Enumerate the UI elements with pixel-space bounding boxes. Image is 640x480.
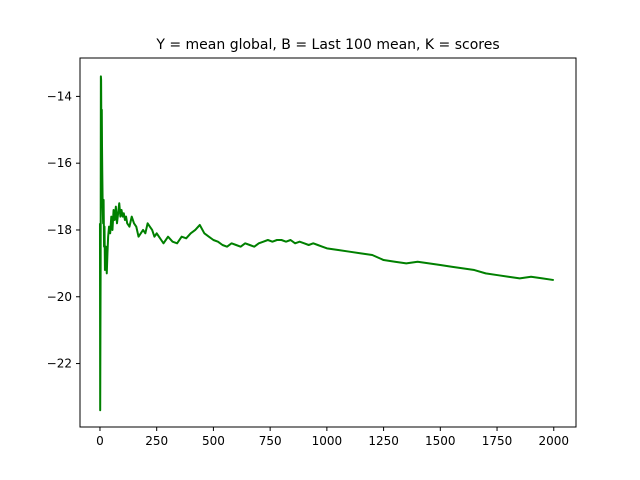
axes-frame (79, 57, 577, 428)
x-axis: 0 250 500 750 1000 1250 1500 1750 2000 (96, 427, 569, 448)
plot-area (98, 75, 554, 412)
x-tick-label: 1750 (482, 434, 513, 448)
x-tick-label: 250 (145, 434, 168, 448)
x-tick-label: 2000 (538, 434, 569, 448)
y-tick-label: −16 (47, 156, 72, 170)
x-tick-label: 1250 (368, 434, 399, 448)
y-tick-label: −22 (47, 357, 72, 371)
y-tick-label: −20 (47, 290, 72, 304)
x-tick-label: 750 (259, 434, 282, 448)
y-axis: −22 −20 −18 −16 −14 (47, 89, 80, 371)
x-tick-label: 1500 (425, 434, 456, 448)
x-tick-label: 1000 (312, 434, 343, 448)
x-tick-label: 0 (96, 434, 104, 448)
series-line-0 (98, 75, 554, 412)
y-tick-label: −18 (47, 223, 72, 237)
y-tick-label: −14 (47, 89, 72, 103)
x-tick-label: 500 (202, 434, 225, 448)
chart-title: Y = mean global, B = Last 100 mean, K = … (155, 37, 499, 53)
